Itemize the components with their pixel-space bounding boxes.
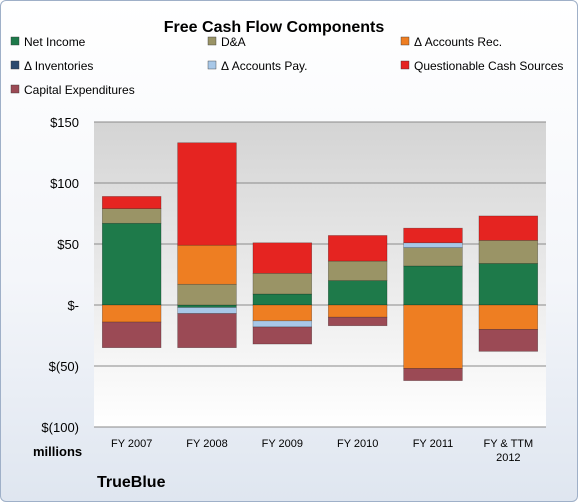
bar-segment-net-income: [252, 293, 313, 306]
x-tick-label: FY 2010: [337, 438, 378, 450]
bar-segment-questionable-cash-sources: [478, 215, 539, 241]
bars: [101, 142, 539, 381]
bar-segment-questionable-cash-sources: [252, 242, 313, 274]
legend-label-net-income: Net Income: [24, 35, 86, 49]
x-tick-label: FY & TTM 2012: [483, 438, 533, 464]
bar-segment-danda: [177, 283, 237, 306]
y-tick-label: $-: [67, 298, 79, 313]
legend-swatch-net-income: [10, 36, 20, 46]
bar-segment-danda: [252, 272, 313, 295]
bar-segment-net-income: [327, 280, 388, 306]
bar-segment-net-income: [177, 304, 237, 308]
chart-title: Free Cash Flow Components: [164, 19, 385, 36]
gridlines: [94, 121, 546, 428]
bar-segment-delta-accounts-rec: [478, 304, 539, 330]
bar-segment-capital-expenditures: [252, 326, 313, 345]
unit-label: millions: [33, 444, 82, 459]
bar-segment-danda: [478, 240, 539, 264]
bar-segment-questionable-cash-sources: [177, 142, 237, 246]
y-tick-label: $100: [50, 176, 79, 191]
y-tick-label: $50: [57, 237, 79, 252]
bar-segment-danda: [101, 208, 162, 224]
bar-segment-delta-accounts-rec: [252, 304, 313, 322]
legend-swatch-delta-accounts-rec: [400, 36, 410, 46]
plot-area: [94, 122, 546, 427]
bar-segment-capital-expenditures: [403, 368, 463, 381]
bar-segment-delta-accounts-rec: [327, 304, 388, 318]
bar-segment-delta-accounts-rec: [177, 244, 237, 285]
y-tick-label: $150: [50, 115, 79, 130]
y-axis-ticks: $150 $100 $50 $- $(50) $(100): [41, 115, 79, 435]
legend-label-delta-inventories: Δ Inventories: [24, 59, 93, 73]
bar-segment-capital-expenditures: [478, 329, 539, 352]
bar-segment-delta-accounts-pay: [403, 242, 463, 248]
bar-segment-capital-expenditures: [327, 316, 388, 327]
legend: Net Income D&A Δ Accounts Rec. Δ Inventorie…: [10, 35, 563, 97]
bar-segment-danda: [327, 260, 388, 281]
legend-label-questionable-cash-sources: Questionable Cash Sources: [414, 59, 563, 73]
y-tick-label: $(50): [49, 359, 79, 374]
legend-swatch-questionable-cash-sources: [400, 60, 410, 70]
bar-segment-capital-expenditures: [177, 313, 237, 349]
legend-label-danda: D&A: [221, 35, 246, 49]
legend-label-capital-expenditures: Capital Expenditures: [24, 83, 135, 97]
bar-segment-danda: [403, 247, 463, 267]
legend-swatch-capital-expenditures: [10, 84, 20, 94]
bar-segment-delta-accounts-rec: [403, 304, 463, 369]
x-tick-label: FY 2011: [413, 438, 454, 450]
bar-segment-capital-expenditures: [101, 321, 162, 348]
x-axis-ticks: FY 2007 FY 2008 FY 2009 FY 2010 FY 2011 FY & …: [111, 438, 533, 464]
legend-swatch-delta-accounts-pay: [207, 60, 217, 70]
legend-label-delta-accounts-pay: Δ Accounts Pay.: [221, 59, 308, 73]
bar-segment-net-income: [403, 265, 463, 306]
bar-segment-questionable-cash-sources: [101, 196, 162, 209]
x-tick-label: FY 2009: [262, 438, 303, 450]
bar-segment-delta-accounts-pay: [177, 307, 237, 314]
legend-swatch-danda: [207, 36, 217, 46]
legend-swatch-delta-inventories: [10, 60, 20, 70]
x-tick-label: FY 2008: [186, 438, 227, 450]
company-name: TrueBlue: [97, 474, 166, 491]
bar-segment-net-income: [478, 263, 539, 306]
bar-segment-delta-accounts-pay: [252, 320, 313, 328]
bar-segment-questionable-cash-sources: [403, 227, 463, 244]
y-tick-label: $(100): [41, 420, 79, 435]
bar-segment-net-income: [101, 222, 162, 306]
legend-label-delta-accounts-rec: Δ Accounts Rec.: [414, 35, 502, 49]
bar-segment-questionable-cash-sources: [327, 235, 388, 262]
x-tick-label: FY 2007: [111, 438, 152, 450]
bar-segment-delta-accounts-rec: [101, 304, 162, 323]
